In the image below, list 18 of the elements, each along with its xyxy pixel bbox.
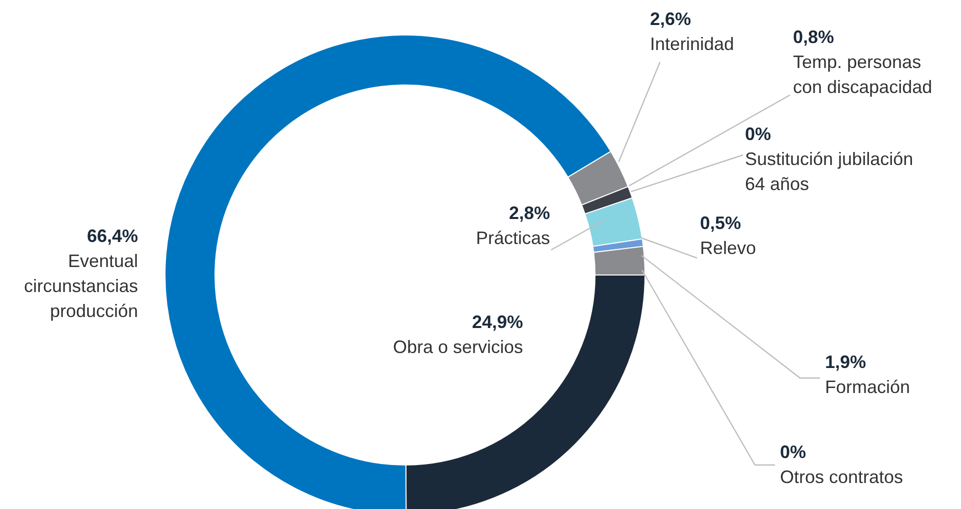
data-label: 0,5% xyxy=(700,212,742,233)
data-label: 0,8% xyxy=(793,26,834,47)
slice-label: Interinidad xyxy=(650,34,734,54)
category-label: Otros contratos xyxy=(780,466,904,487)
slice-label: Formación xyxy=(825,376,910,397)
slice-label: Obra o servicios xyxy=(392,336,523,357)
text: 0% xyxy=(745,124,772,144)
data-label: 66,4% xyxy=(86,226,138,246)
slice-label: Temp. personas con discapacidad xyxy=(793,52,932,97)
data-label: 2,8% xyxy=(508,202,550,223)
slice-label: Prácticas xyxy=(476,228,550,248)
slice-label: Relevo xyxy=(700,238,756,258)
data-label: 2,6% xyxy=(650,8,692,29)
data-label: 1,9% xyxy=(825,352,866,372)
slice-label: Eventual circunstancias producción xyxy=(24,250,138,321)
text: 0% xyxy=(780,442,806,462)
category-label: Sustitución jubilación 64 años xyxy=(745,148,914,194)
data-label: 24,9% xyxy=(472,312,523,332)
